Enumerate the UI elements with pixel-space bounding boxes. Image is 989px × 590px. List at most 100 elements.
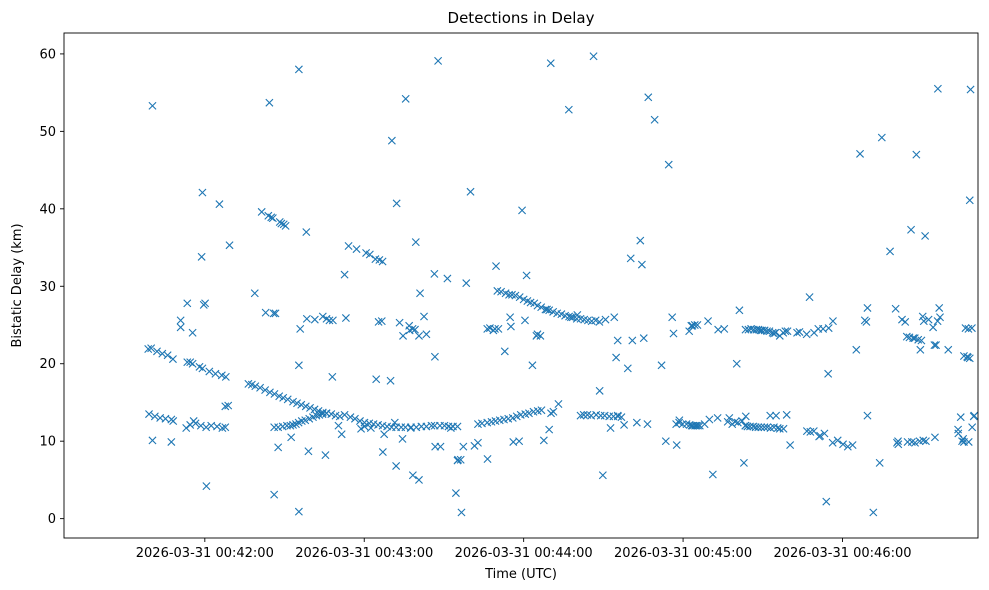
scatter-point	[473, 438, 482, 447]
scatter-point	[372, 375, 381, 384]
scatter-point	[623, 364, 632, 373]
scatter-point	[537, 303, 546, 312]
y-tick-label: 10	[39, 435, 56, 450]
scatter-point	[183, 358, 192, 367]
scatter-point	[833, 436, 842, 445]
scatter-point	[695, 421, 704, 430]
scatter-point	[218, 424, 227, 433]
scatter-point	[589, 52, 598, 61]
scatter-point	[462, 279, 471, 288]
scatter-point	[261, 308, 270, 317]
scatter-point	[169, 417, 178, 426]
scatter-point	[664, 160, 673, 169]
scatter-point	[337, 430, 346, 439]
scatter-point	[848, 441, 857, 450]
scatter-point	[168, 355, 177, 364]
scatter-point	[335, 412, 344, 421]
scatter-point	[250, 289, 259, 298]
scatter-point	[573, 310, 582, 319]
scatter-point	[197, 252, 206, 261]
scatter-point	[198, 188, 207, 197]
scatter-point	[191, 419, 200, 428]
scatter-point	[708, 470, 717, 479]
scatter-point	[961, 324, 970, 333]
scatter-point	[459, 442, 468, 451]
scatter-point	[414, 331, 423, 340]
scatter-point	[150, 412, 159, 421]
scatter-point	[310, 315, 319, 324]
scatter-point	[225, 241, 234, 250]
x-tick-label: 2026-03-31 00:44:00	[455, 546, 593, 561]
scatter-point	[528, 361, 537, 370]
scatter-point	[907, 437, 916, 446]
scatter-point	[186, 358, 195, 367]
scatter-point	[894, 437, 903, 446]
scatter-point	[970, 411, 979, 420]
scatter-point	[408, 324, 417, 333]
scatter-point	[365, 250, 374, 259]
scatter-point	[251, 382, 260, 391]
scatter-point	[256, 383, 265, 392]
scatter-point	[852, 345, 861, 354]
scatter-point	[271, 309, 280, 318]
scatter-point	[294, 65, 303, 74]
scatter-point	[772, 411, 781, 420]
scatter-point	[757, 423, 766, 432]
scatter-point	[661, 437, 670, 446]
scatter-point	[289, 420, 298, 429]
scatter-point	[524, 409, 533, 418]
x-tick-label: 2026-03-31 00:43:00	[295, 546, 433, 561]
scatter-point	[919, 317, 928, 326]
scatter-point	[682, 420, 691, 429]
scatter-point	[537, 406, 546, 415]
scatter-point	[274, 443, 283, 452]
scatter-point	[863, 303, 872, 312]
scatter-point	[644, 93, 653, 102]
scatter-point	[596, 411, 605, 420]
scatter-point	[963, 353, 972, 362]
scatter-point	[457, 508, 466, 517]
scatter-point	[959, 434, 968, 443]
scatter-point	[828, 317, 837, 326]
scatter-point	[828, 438, 837, 447]
scatter-point	[188, 328, 197, 337]
scatter-point	[355, 417, 364, 426]
scatter-point	[779, 424, 788, 433]
x-tick-label: 2026-03-31 00:46:00	[773, 546, 911, 561]
scatter-point	[549, 407, 558, 416]
scatter-point	[408, 471, 417, 480]
scatter-point	[434, 56, 443, 65]
scatter-point	[820, 429, 829, 438]
scatter-point	[720, 324, 729, 333]
scatter-point	[328, 372, 337, 381]
scatter-point	[576, 411, 585, 420]
scatter-point	[360, 422, 369, 431]
scatter-point	[793, 328, 802, 337]
scatter-point	[751, 423, 760, 432]
scatter-point	[505, 290, 514, 299]
scatter-point	[932, 341, 941, 350]
scatter-point	[944, 345, 953, 354]
scatter-point	[257, 207, 266, 216]
scatter-point	[902, 332, 911, 341]
scatter-point	[783, 327, 792, 336]
scatter-point	[315, 410, 324, 419]
scatter-point	[690, 321, 699, 329]
scatter-point	[598, 471, 607, 480]
scatter-point	[334, 421, 343, 430]
scatter-point	[268, 214, 277, 223]
scatter-point	[221, 423, 230, 432]
data-points	[144, 52, 979, 517]
scatter-point	[522, 271, 531, 280]
scatter-point	[566, 313, 575, 322]
scatter-point	[500, 347, 509, 356]
scatter-point	[613, 411, 622, 420]
plot-area	[64, 33, 978, 538]
scatter-point	[901, 317, 910, 326]
scatter-point	[506, 322, 515, 331]
scatter-point	[732, 359, 741, 368]
y-tick-label: 30	[39, 280, 56, 295]
scatter-point	[916, 345, 925, 354]
scatter-point	[862, 317, 871, 326]
scatter-point	[515, 293, 524, 302]
